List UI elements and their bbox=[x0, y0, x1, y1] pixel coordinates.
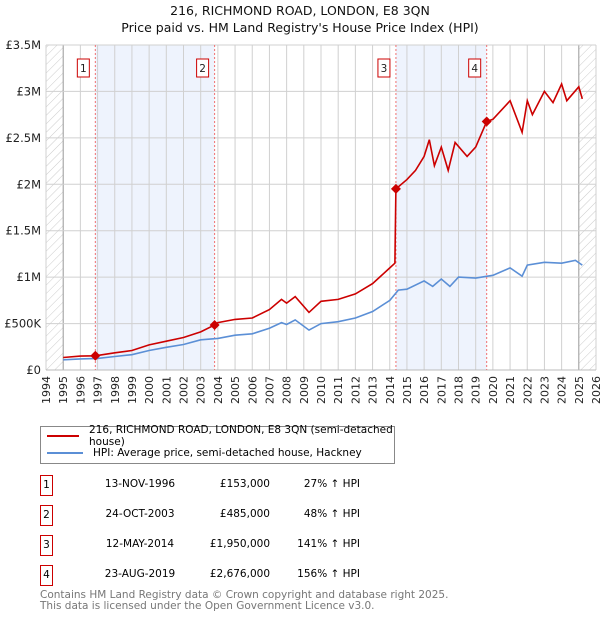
sale-label-box bbox=[468, 58, 482, 78]
transaction-row: 2 24-OCT-2003 £485,000 48% ↑ HPI bbox=[40, 505, 600, 529]
x-tick-label: 1998 bbox=[109, 376, 122, 404]
footer-line: Contains HM Land Registry data © Crown c… bbox=[40, 589, 449, 601]
x-tick-label: 2007 bbox=[263, 376, 276, 404]
transaction-marker: 2 bbox=[40, 505, 53, 526]
chart-subtitle: Price paid vs. HM Land Registry's House … bbox=[121, 20, 479, 35]
x-tick-label: 2004 bbox=[212, 376, 225, 404]
sale-label-box bbox=[76, 58, 90, 78]
x-tick-label: 2012 bbox=[349, 376, 362, 404]
x-tick-label: 2018 bbox=[453, 376, 466, 404]
property-price-line bbox=[63, 81, 584, 359]
x-tick-label: 2020 bbox=[487, 376, 500, 404]
transaction-marker: 4 bbox=[40, 565, 53, 586]
x-tick-label: 2005 bbox=[229, 376, 242, 404]
legend-label: HPI: Average price, semi-detached house,… bbox=[93, 447, 362, 459]
x-tick-label: 2002 bbox=[178, 376, 191, 404]
transaction-hpi: 48% ↑ HPI bbox=[303, 508, 360, 520]
sale-label: 3 bbox=[381, 63, 388, 75]
x-tick-label: 2014 bbox=[384, 376, 397, 404]
x-tick-label: 2019 bbox=[470, 376, 483, 404]
transaction-row: 1 13-NOV-1996 £153,000 27% ↑ HPI bbox=[40, 475, 600, 499]
x-tick-label: 2010 bbox=[315, 376, 328, 404]
x-tick-label: 1996 bbox=[74, 376, 87, 404]
sale-point bbox=[390, 183, 401, 194]
transaction-date: 24-OCT-2003 bbox=[105, 508, 175, 520]
legend-swatch-blue bbox=[47, 452, 83, 454]
footer: Contains HM Land Registry data © Crown c… bbox=[40, 590, 448, 611]
price-chart: 1994 1995 1996 1997 1998 1999 2000 2001 2002 2003… bbox=[4, 38, 600, 404]
x-tick-label: 2013 bbox=[367, 376, 380, 404]
x-tick-label: 1995 bbox=[57, 376, 70, 404]
transaction-marker: 3 bbox=[40, 535, 53, 556]
hatched-no-data bbox=[578, 45, 596, 370]
transaction-date: 23-AUG-2019 bbox=[104, 568, 176, 580]
legend-item-hpi: HPI: Average price, semi-detached house,… bbox=[47, 445, 362, 461]
sale-point bbox=[481, 116, 492, 127]
legend-swatch-red bbox=[47, 435, 80, 437]
legend-label: 216, RICHMOND ROAD, LONDON, E8 3QN (semi… bbox=[89, 424, 393, 448]
x-tick-label: 2001 bbox=[160, 376, 173, 404]
x-tick-label: 2008 bbox=[281, 376, 294, 404]
x-tick-label: 2025 bbox=[573, 376, 586, 404]
x-tick-label: 1997 bbox=[92, 376, 105, 404]
sale-point bbox=[209, 319, 220, 330]
transaction-row: 3 12-MAY-2014 £1,950,000 141% ↑ HPI bbox=[40, 535, 600, 559]
transaction-date: 13-NOV-1996 bbox=[104, 478, 176, 490]
footer-line: This data is licensed under the Open Gov… bbox=[40, 599, 375, 612]
x-tick-label: 1994 bbox=[40, 376, 53, 404]
x-tick-label: 2009 bbox=[298, 376, 311, 404]
legend: 216, RICHMOND ROAD, LONDON, E8 3QN (semi… bbox=[40, 424, 395, 464]
x-tick-label: 2021 bbox=[504, 376, 517, 404]
x-tick-label: 2026 bbox=[590, 376, 600, 404]
x-tick-label: 2000 bbox=[143, 376, 156, 404]
y-tick-label: £2M bbox=[16, 177, 41, 191]
transaction-row: 4 23-AUG-2019 £2,676,000 156% ↑ HPI bbox=[40, 565, 600, 589]
x-tick-label: 2023 bbox=[538, 376, 551, 404]
legend-item-property: 216, RICHMOND ROAD, LONDON, E8 3QN (semi… bbox=[47, 424, 394, 448]
sale-label: 1 bbox=[80, 63, 87, 75]
sale-point bbox=[90, 350, 101, 361]
y-tick-label: £2.5M bbox=[5, 131, 41, 145]
transaction-hpi: 156% ↑ HPI bbox=[297, 568, 360, 580]
y-tick-label: £1.5M bbox=[5, 224, 41, 238]
x-tick-label: 2015 bbox=[401, 376, 414, 404]
x-tick-label: 2016 bbox=[418, 376, 431, 404]
transaction-date: 12-MAY-2014 bbox=[105, 538, 175, 550]
y-tick-label: £500K bbox=[4, 317, 41, 331]
y-tick-label: £0 bbox=[26, 363, 41, 377]
transaction-hpi: 27% ↑ HPI bbox=[303, 478, 360, 490]
sale-label-box bbox=[377, 58, 391, 78]
x-tick-label: 2003 bbox=[195, 376, 208, 404]
y-tick-label: £3.5M bbox=[5, 38, 41, 52]
transaction-price: £153,000 bbox=[219, 478, 270, 490]
sale-label: 2 bbox=[199, 63, 206, 75]
x-tick-label: 1999 bbox=[126, 376, 139, 404]
transaction-price: £485,000 bbox=[219, 508, 270, 520]
x-tick-label: 2011 bbox=[332, 376, 345, 404]
hatched-no-data bbox=[46, 45, 64, 370]
y-tick-label: £1M bbox=[16, 270, 41, 284]
sale-label-box bbox=[196, 58, 210, 78]
x-tick-label: 2022 bbox=[521, 376, 534, 404]
chart-title: 216, RICHMOND ROAD, LONDON, E8 3QN bbox=[170, 3, 430, 18]
y-tick-label: £3M bbox=[16, 84, 41, 98]
hpi-line bbox=[63, 259, 583, 361]
sale-label: 4 bbox=[471, 63, 478, 75]
transaction-price: £1,950,000 bbox=[209, 538, 270, 550]
transaction-hpi: 141% ↑ HPI bbox=[297, 538, 360, 550]
transaction-price: £2,676,000 bbox=[209, 568, 270, 580]
transaction-marker: 1 bbox=[40, 475, 53, 496]
x-tick-label: 2006 bbox=[246, 376, 259, 404]
x-tick-label: 2024 bbox=[556, 376, 569, 404]
x-tick-label: 2017 bbox=[435, 376, 448, 404]
shaded-period bbox=[95, 45, 215, 370]
